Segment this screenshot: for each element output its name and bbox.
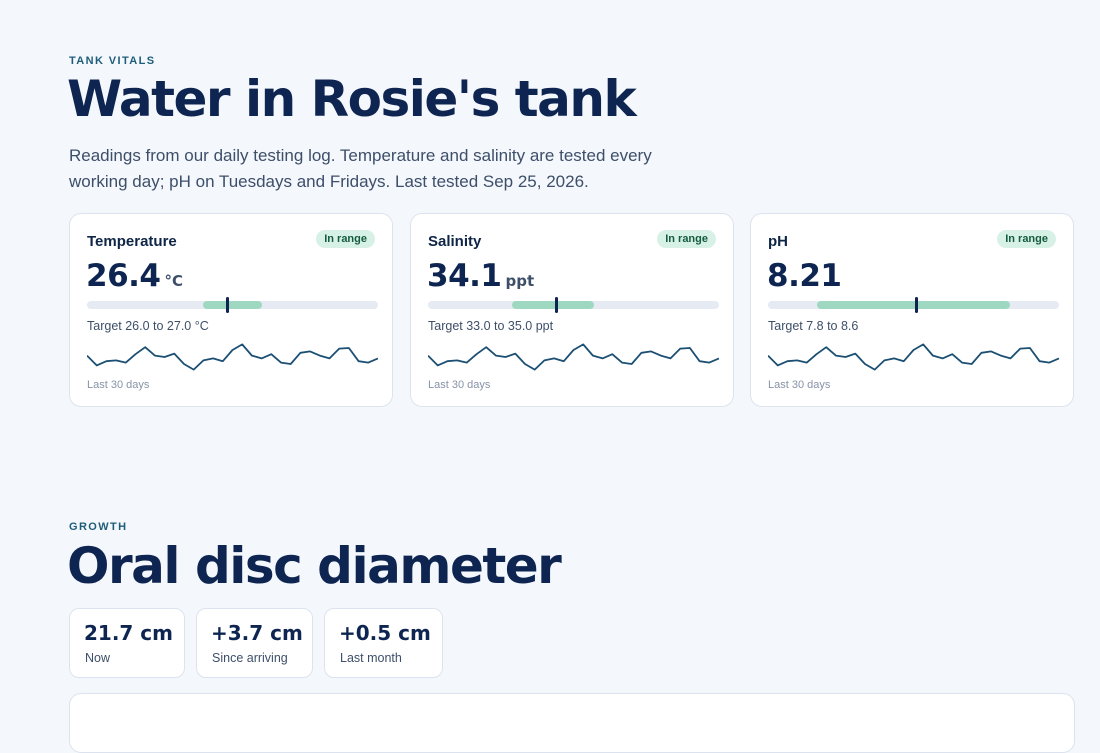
range-gauge [428, 297, 719, 313]
range-gauge [87, 297, 378, 313]
stat-label: Last month [340, 651, 402, 665]
stat-value: 21.7 cm [84, 621, 174, 645]
current-marker [225, 297, 229, 313]
value-number: 34.1 [427, 258, 502, 294]
vital-card-ph: pH In range 8.21 Target 7.8 to 8.6 Last … [750, 213, 1074, 407]
value-unit: ppt [505, 272, 535, 290]
stat-label: Now [85, 651, 111, 665]
vital-value: 26.4 °C [86, 258, 183, 294]
target-band [512, 301, 594, 309]
stat-card-now: 21.7 cm Now [69, 608, 185, 678]
status-badge: In range [997, 230, 1056, 248]
stat-card-last-month: +0.5 cm Last month [324, 608, 443, 678]
section-title: Oral disc diameter [67, 537, 562, 595]
current-marker [555, 297, 559, 313]
range-gauge [768, 297, 1059, 313]
stat-value: +0.5 cm [339, 621, 431, 645]
trend-period: Last 30 days [768, 379, 831, 391]
vital-card-salinity: Salinity In range 34.1 ppt Target 33.0 to… [410, 213, 734, 407]
status-badge: In range [657, 230, 716, 248]
target-range: Target 33.0 to 35.0 ppt [428, 319, 554, 333]
target-range: Target 26.0 to 27.0 °C [87, 319, 209, 333]
eyebrow-tank-vitals: TANK VITALS [69, 55, 156, 67]
stat-value: +3.7 cm [211, 621, 303, 645]
trend-sparkline [768, 343, 1059, 371]
stat-card-since-arriving: +3.7 cm Since arriving [196, 608, 313, 678]
status-badge: In range [316, 230, 375, 248]
growth-chart-panel [69, 693, 1075, 753]
trend-sparkline [87, 343, 378, 371]
page-title: Water in Rosie's tank [67, 70, 637, 128]
trend-period: Last 30 days [428, 379, 491, 391]
stat-label: Since arriving [212, 651, 288, 665]
page-description: Readings from our daily testing log. Tem… [69, 146, 652, 191]
trend-period: Last 30 days [87, 379, 150, 391]
vital-value: 8.21 [767, 258, 846, 294]
value-number: 8.21 [767, 258, 842, 294]
vital-name: pH [768, 233, 788, 250]
eyebrow-growth: GROWTH [69, 521, 128, 533]
target-band [817, 301, 1010, 309]
value-number: 26.4 [86, 258, 161, 294]
vital-name: Temperature [87, 233, 177, 250]
target-band [203, 301, 262, 309]
target-range: Target 7.8 to 8.6 [768, 319, 859, 333]
vital-name: Salinity [428, 233, 482, 250]
current-marker [915, 297, 919, 313]
value-unit: °C [164, 272, 184, 290]
vital-card-temperature: Temperature In range 26.4 °C Target 26.0 … [69, 213, 393, 407]
vital-value: 34.1 ppt [427, 258, 534, 294]
trend-sparkline [428, 343, 719, 371]
